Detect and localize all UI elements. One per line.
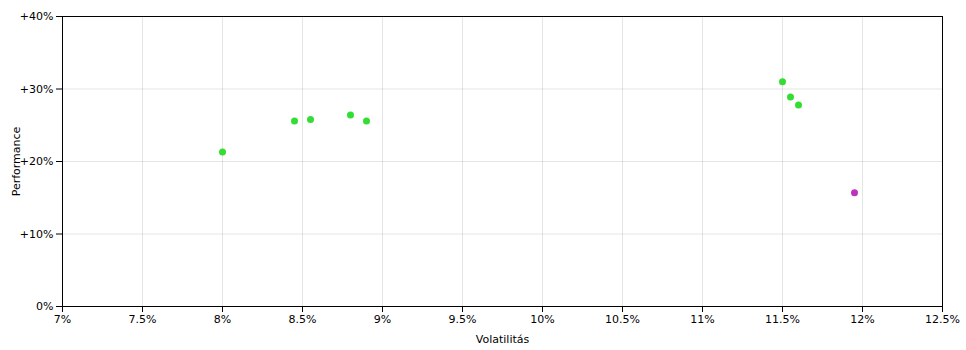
svg-text:12%: 12% — [850, 313, 874, 326]
svg-text:+20%: +20% — [20, 155, 54, 168]
svg-text:8.5%: 8.5% — [289, 313, 317, 326]
svg-text:+10%: +10% — [20, 228, 54, 241]
svg-text:12.5%: 12.5% — [925, 313, 960, 326]
svg-text:9.5%: 9.5% — [449, 313, 477, 326]
svg-text:+30%: +30% — [20, 83, 54, 96]
svg-text:Performance: Performance — [10, 126, 23, 196]
svg-text:0%: 0% — [36, 300, 53, 313]
svg-text:7.5%: 7.5% — [129, 313, 157, 326]
svg-text:7%: 7% — [54, 313, 71, 326]
svg-text:+40%: +40% — [20, 10, 54, 23]
svg-text:9%: 9% — [374, 313, 391, 326]
svg-text:10.5%: 10.5% — [605, 313, 640, 326]
svg-text:8%: 8% — [214, 313, 231, 326]
svg-text:Volatilitás: Volatilitás — [476, 333, 530, 346]
svg-text:11.5%: 11.5% — [765, 313, 800, 326]
svg-text:10%: 10% — [530, 313, 554, 326]
svg-text:11%: 11% — [690, 313, 714, 326]
